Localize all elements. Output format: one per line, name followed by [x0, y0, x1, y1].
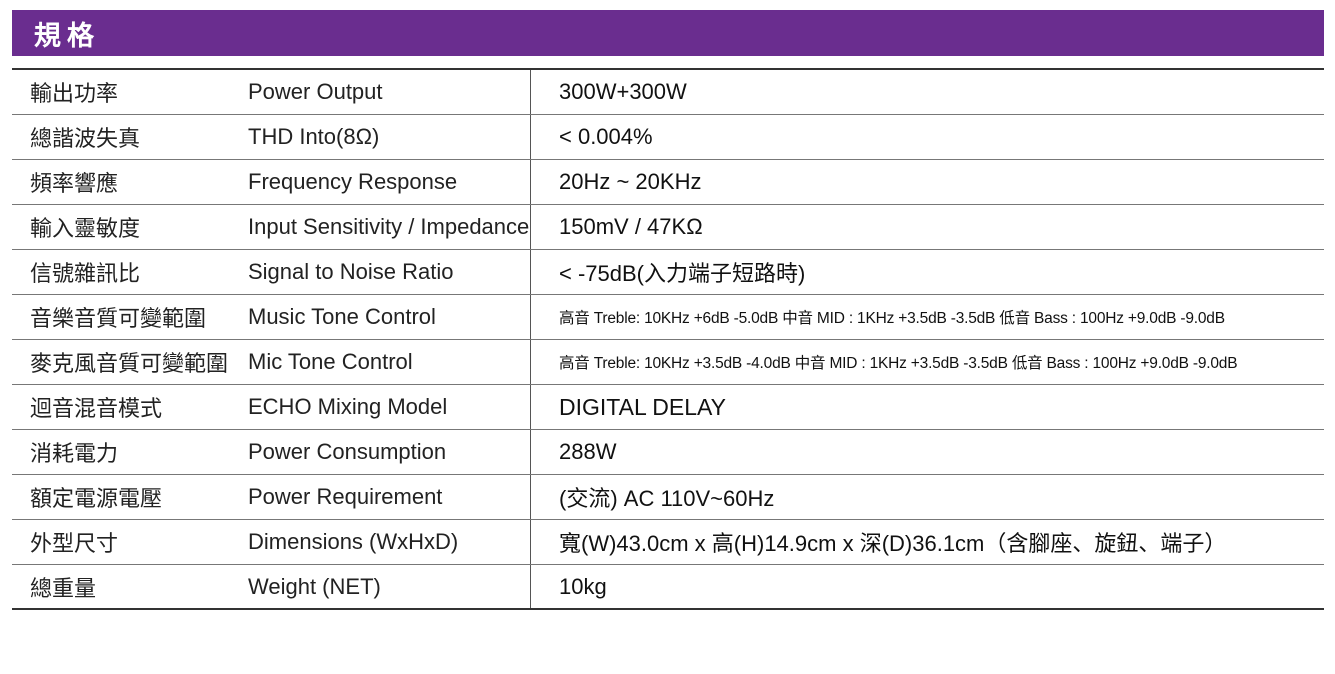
spec-value: 高音 Treble: 10KHz +6dB -5.0dB 中音 MID : 1K… — [530, 295, 1324, 339]
spec-value: 300W+300W — [530, 70, 1324, 114]
spec-title: 規格 — [34, 20, 100, 52]
spec-label-zh: 迴音混音模式 — [30, 397, 163, 422]
spec-label-en: Mic Tone Control — [248, 349, 413, 374]
spec-label-zh: 音樂音質可變範圍 — [30, 307, 207, 332]
table-row: 迴音混音模式 ECHO Mixing Model DIGITAL DELAY — [12, 385, 1324, 430]
spec-label-en: Power Consumption — [248, 439, 447, 464]
table-row: 麥克風音質可變範圍 Mic Tone Control 高音 Treble: 10… — [12, 340, 1324, 385]
table-row: 輸出功率 Power Output 300W+300W — [12, 70, 1324, 115]
spec-label-zh: 頻率響應 — [30, 172, 119, 197]
spec-label-zh: 輸出功率 — [30, 82, 119, 107]
table-row: 消耗電力 Power Consumption 288W — [12, 430, 1324, 475]
spec-label-zh: 消耗電力 — [30, 442, 119, 467]
spec-label-en: Music Tone Control — [248, 304, 436, 329]
spec-label-en: Weight (NET) — [248, 573, 381, 599]
spec-label-zh: 總重量 — [30, 576, 97, 602]
spec-value: 10kg — [530, 565, 1324, 608]
spec-label-en: Power Output — [248, 79, 383, 104]
table-row: 額定電源電壓 Power Requirement (交流) AC 110V~60… — [12, 475, 1324, 520]
table-row: 頻率響應 Frequency Response 20Hz ~ 20KHz — [12, 160, 1324, 205]
spec-value: 20Hz ~ 20KHz — [530, 160, 1324, 204]
table-row: 輸入靈敏度 Input Sensitivity / Impedance 150m… — [12, 205, 1324, 250]
spec-value: 高音 Treble: 10KHz +3.5dB -4.0dB 中音 MID : … — [530, 340, 1324, 384]
table-row: 外型尺寸 Dimensions (WxHxD) 寬(W)43.0cm x 高(H… — [12, 520, 1324, 565]
spec-value: 寬(W)43.0cm x 高(H)14.9cm x 深(D)36.1cm（含腳座… — [530, 520, 1324, 564]
table-row: 音樂音質可變範圍 Music Tone Control 高音 Treble: 1… — [12, 295, 1324, 340]
spec-table: 輸出功率 Power Output 300W+300W 總諧波失真 THD In… — [12, 68, 1324, 610]
spec-value: < 0.004% — [530, 115, 1324, 159]
spec-label-zh: 麥克風音質可變範圍 — [30, 352, 229, 377]
spec-value: (交流) AC 110V~60Hz — [530, 475, 1324, 519]
spec-value: DIGITAL DELAY — [530, 385, 1324, 429]
spec-header: 規格 — [12, 10, 1324, 56]
spec-value: 288W — [530, 430, 1324, 474]
table-row: 信號雜訊比 Signal to Noise Ratio < -75dB(入力端子… — [12, 250, 1324, 295]
spec-label-en: Frequency Response — [248, 169, 458, 194]
spec-label-zh: 外型尺寸 — [30, 532, 119, 557]
spec-label-zh: 總諧波失真 — [30, 127, 141, 152]
table-row: 總諧波失真 THD Into(8Ω) < 0.004% — [12, 115, 1324, 160]
spec-value: 150mV / 47KΩ — [530, 205, 1324, 249]
spec-label-en: ECHO Mixing Model — [248, 394, 448, 419]
spec-label-zh: 額定電源電壓 — [30, 487, 163, 512]
spec-value: < -75dB(入力端子短路時) — [530, 250, 1324, 294]
spec-label-en: Power Requirement — [248, 484, 443, 509]
table-row: 總重量 Weight (NET) 10kg — [12, 565, 1324, 610]
spec-label-en: THD Into(8Ω) — [248, 124, 380, 149]
spec-label-en: Dimensions (WxHxD) — [248, 529, 459, 554]
spec-label-en: Signal to Noise Ratio — [248, 259, 454, 284]
spec-label-zh: 輸入靈敏度 — [30, 217, 141, 242]
spec-label-zh: 信號雜訊比 — [30, 262, 141, 287]
spec-label-en: Input Sensitivity / Impedance — [248, 214, 530, 239]
